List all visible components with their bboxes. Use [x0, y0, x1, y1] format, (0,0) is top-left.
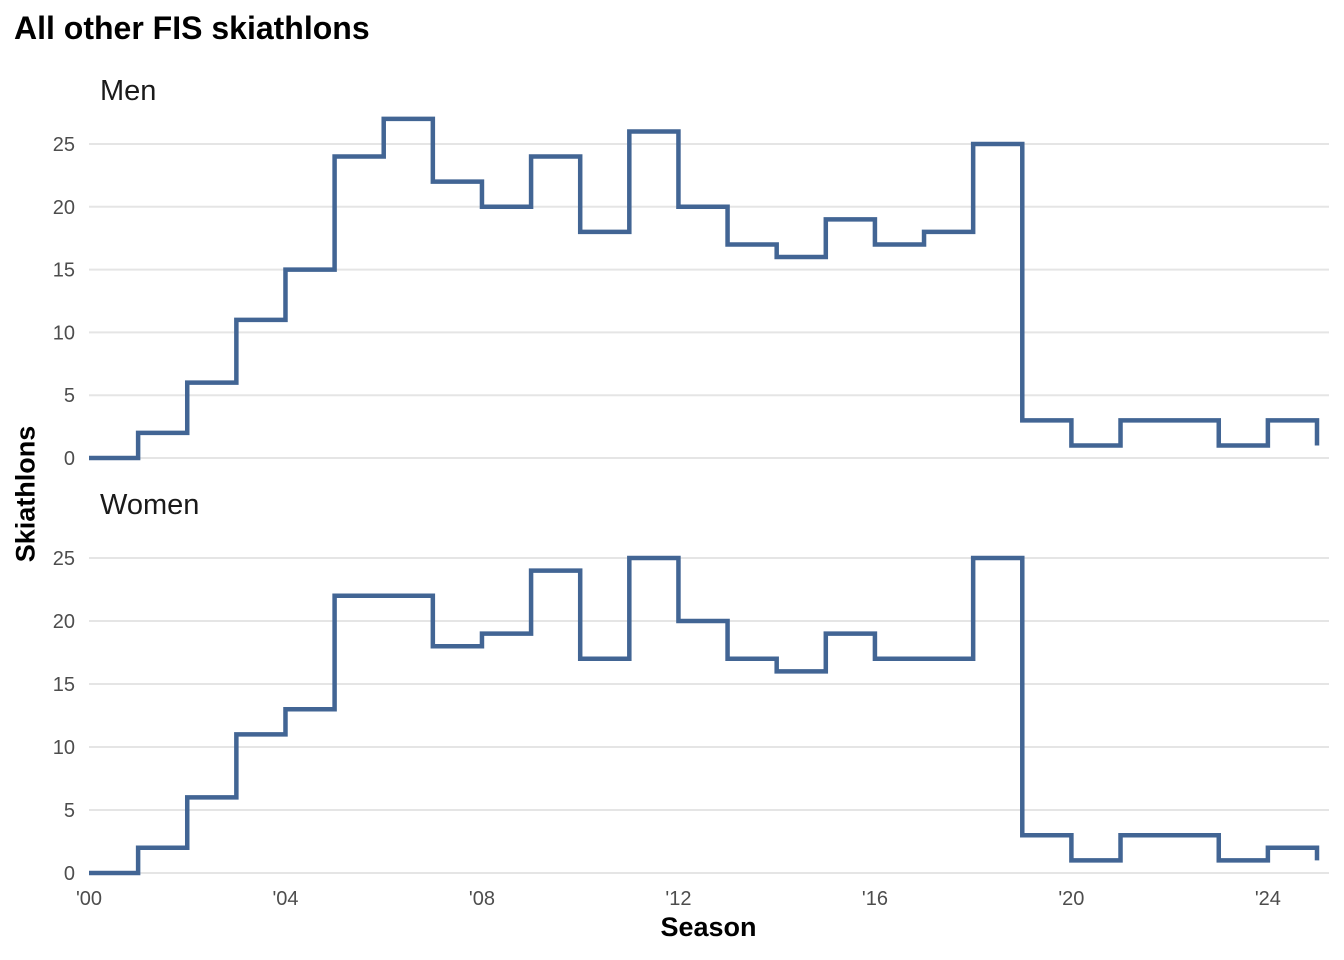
- y-tick-label-women-20: 20: [53, 611, 75, 633]
- y-tick-label-women-0: 0: [64, 863, 75, 885]
- panel-label-women: Women: [100, 489, 199, 521]
- x-tick-label-12: '12: [665, 888, 691, 910]
- y-tick-label-men-15: 15: [53, 260, 75, 282]
- series-line-women: [89, 555, 1320, 876]
- y-tick-label-women-5: 5: [64, 800, 75, 822]
- y-tick-label-women-25: 25: [53, 548, 75, 570]
- y-tick-label-men-0: 0: [64, 448, 75, 470]
- chart-title: All other FIS skiathlons: [14, 10, 370, 46]
- y-tick-label-women-10: 10: [53, 737, 75, 759]
- x-tick-label-04: '04: [272, 888, 298, 910]
- y-tick-label-men-5: 5: [64, 385, 75, 407]
- x-tick-label-08: '08: [469, 888, 495, 910]
- x-tick-label-24: '24: [1255, 888, 1281, 910]
- y-tick-label-men-10: 10: [53, 322, 75, 344]
- y-tick-label-men-20: 20: [53, 197, 75, 219]
- x-tick-label-16: '16: [862, 888, 888, 910]
- x-tick-label-00: '00: [76, 888, 102, 910]
- panel-label-men: Men: [100, 75, 156, 107]
- y-tick-label-men-25: 25: [53, 134, 75, 156]
- x-tick-label-20: '20: [1058, 888, 1084, 910]
- x-axis-label: Season: [660, 912, 757, 942]
- series-line-men: [89, 116, 1320, 461]
- y-tick-label-women-15: 15: [53, 674, 75, 696]
